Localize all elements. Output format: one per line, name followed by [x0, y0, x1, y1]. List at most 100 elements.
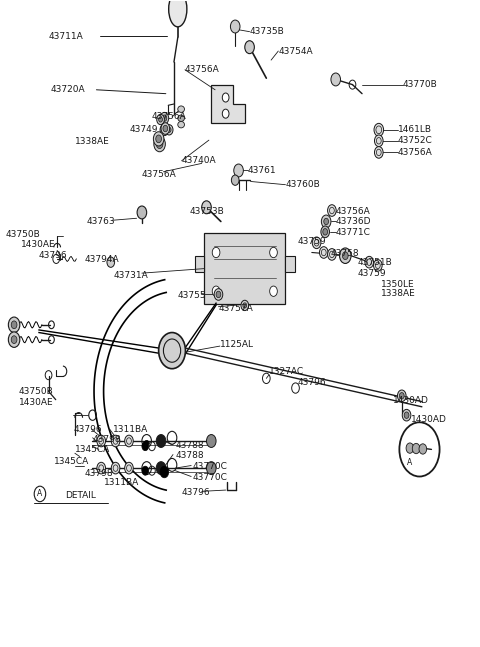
Polygon shape [211, 85, 245, 124]
Text: 1338AE: 1338AE [381, 289, 416, 298]
Circle shape [241, 300, 249, 311]
Text: 1311BA: 1311BA [113, 425, 148, 434]
Circle shape [107, 257, 115, 267]
Text: 43740A: 43740A [181, 157, 216, 165]
Circle shape [374, 124, 384, 137]
Circle shape [399, 393, 404, 399]
Text: 1345CA: 1345CA [75, 445, 110, 454]
Text: 43759: 43759 [357, 269, 386, 278]
Circle shape [163, 126, 168, 132]
Circle shape [270, 286, 277, 296]
Text: 43756A: 43756A [336, 206, 371, 215]
Circle shape [245, 41, 254, 54]
Text: 43758: 43758 [331, 248, 360, 258]
Text: 43798: 43798 [84, 469, 113, 477]
Circle shape [161, 123, 169, 135]
Circle shape [156, 462, 166, 474]
Text: 43788: 43788 [175, 441, 204, 450]
Circle shape [324, 218, 328, 225]
Text: 43770B: 43770B [403, 80, 437, 89]
Circle shape [11, 321, 17, 329]
Text: 43796: 43796 [39, 250, 68, 259]
Circle shape [339, 248, 351, 263]
Circle shape [8, 332, 20, 347]
Circle shape [419, 444, 427, 454]
Circle shape [206, 435, 216, 448]
Text: 43757A: 43757A [218, 304, 253, 313]
Text: 43756A: 43756A [185, 65, 220, 74]
Circle shape [320, 247, 328, 258]
Circle shape [144, 441, 149, 447]
Circle shape [162, 115, 167, 122]
Circle shape [8, 317, 20, 333]
Circle shape [374, 135, 383, 147]
Text: 43753B: 43753B [190, 207, 225, 216]
Circle shape [231, 175, 239, 185]
Text: 43749: 43749 [130, 126, 158, 135]
Circle shape [160, 113, 168, 124]
Circle shape [230, 20, 240, 33]
Circle shape [156, 435, 166, 448]
Text: 43763: 43763 [87, 217, 116, 226]
Text: 43796: 43796 [73, 425, 102, 434]
Circle shape [206, 462, 216, 474]
Circle shape [154, 132, 164, 146]
Circle shape [214, 289, 223, 300]
Circle shape [327, 204, 336, 216]
Ellipse shape [178, 122, 184, 128]
Circle shape [154, 137, 165, 152]
Circle shape [321, 226, 329, 237]
Circle shape [412, 443, 420, 454]
Text: 43735B: 43735B [250, 27, 284, 36]
Circle shape [167, 127, 171, 133]
Text: DETAIL: DETAIL [65, 491, 96, 500]
Circle shape [11, 336, 17, 344]
Text: 43756A: 43756A [142, 170, 177, 179]
Polygon shape [286, 256, 295, 272]
Text: 43755: 43755 [178, 291, 206, 300]
Circle shape [111, 435, 120, 447]
Text: 1327AC: 1327AC [269, 367, 304, 376]
Circle shape [212, 286, 220, 296]
Circle shape [404, 412, 409, 419]
Text: A: A [37, 489, 43, 498]
Circle shape [97, 435, 106, 447]
Circle shape [365, 256, 373, 268]
Circle shape [156, 140, 163, 149]
Text: 1345CA: 1345CA [54, 457, 90, 466]
Polygon shape [204, 233, 286, 304]
Circle shape [142, 442, 149, 451]
Text: 43751B: 43751B [357, 258, 392, 267]
Text: 43736D: 43736D [336, 217, 371, 226]
Circle shape [202, 201, 211, 214]
Circle shape [158, 333, 185, 369]
Text: 43760B: 43760B [286, 181, 320, 189]
Text: 43756A: 43756A [398, 148, 432, 157]
Text: 43711A: 43711A [48, 32, 84, 41]
Text: 43788: 43788 [175, 451, 204, 460]
Circle shape [402, 410, 411, 421]
Circle shape [157, 115, 164, 125]
Circle shape [323, 228, 327, 235]
Text: 43750B: 43750B [5, 230, 40, 239]
Circle shape [397, 390, 406, 402]
Circle shape [327, 248, 336, 260]
Text: 43796: 43796 [298, 378, 326, 387]
Circle shape [160, 124, 168, 136]
Circle shape [312, 237, 321, 248]
Text: 43731A: 43731A [113, 270, 148, 280]
Text: 1430AE: 1430AE [19, 398, 53, 407]
Circle shape [97, 463, 106, 474]
Circle shape [158, 117, 162, 122]
Text: 43720A: 43720A [51, 85, 85, 94]
Circle shape [322, 215, 331, 228]
Text: 43796: 43796 [181, 488, 210, 497]
Circle shape [216, 291, 221, 298]
Circle shape [125, 463, 133, 474]
Circle shape [156, 135, 161, 143]
Text: 43798: 43798 [93, 435, 121, 444]
Circle shape [222, 109, 229, 118]
Circle shape [342, 252, 348, 259]
Circle shape [270, 247, 277, 258]
Text: 43771C: 43771C [336, 228, 371, 237]
